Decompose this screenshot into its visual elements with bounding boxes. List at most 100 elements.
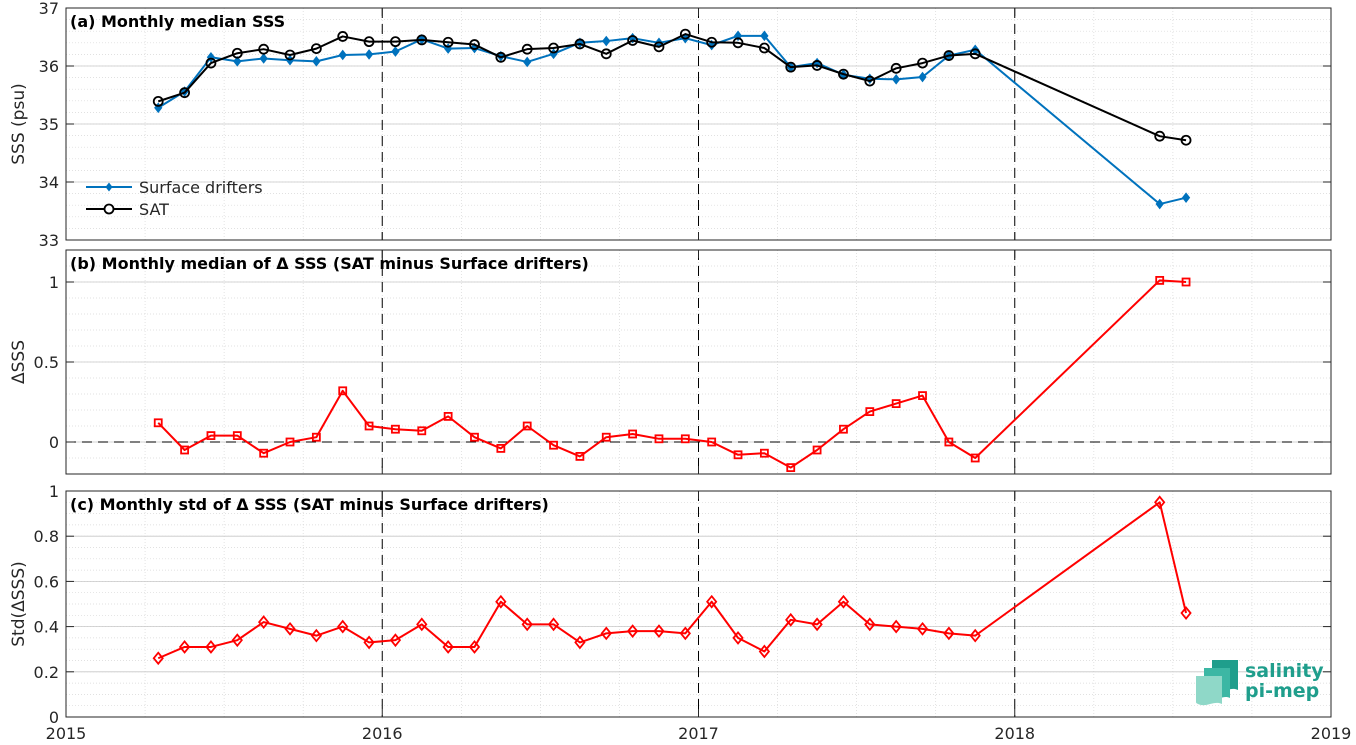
data-point (1155, 198, 1164, 210)
data-point (969, 48, 981, 60)
data-point (811, 60, 823, 71)
data-point (892, 74, 901, 85)
data-point (575, 451, 585, 461)
data-point (442, 36, 454, 48)
y-axis-label: SSS (psu) (9, 83, 29, 164)
data-point (285, 437, 295, 447)
data-point (495, 594, 507, 609)
y-tick-label: 0.5 (34, 353, 59, 372)
data-point (627, 35, 639, 46)
wave-logo-icon (1196, 660, 1238, 706)
data-point (706, 36, 718, 48)
data-point (760, 30, 769, 42)
data-point (759, 448, 769, 458)
series-line (157, 34, 1187, 206)
y-axis-label: Std(ΔSSS) (9, 561, 29, 647)
series-delta-2 (152, 495, 1192, 666)
y-tick-label: 1 (49, 482, 59, 501)
data-point (890, 619, 902, 634)
data-point (337, 31, 349, 42)
x-tick-label: 2015 (46, 724, 87, 743)
data-point (496, 443, 506, 453)
y-tick-label: 0.2 (34, 663, 59, 682)
data-point (707, 437, 717, 447)
data-point (1154, 495, 1166, 510)
panel-a: 33 34 35 36 37 SSS (psu) (a) Monthly median SS… (9, 0, 1332, 250)
series-line (157, 33, 1187, 142)
logo-wave-front (1196, 676, 1222, 706)
data-point (1180, 134, 1192, 146)
data-point (522, 421, 532, 431)
data-point (363, 36, 375, 48)
data-point (812, 445, 822, 455)
data-point (311, 432, 321, 442)
legend-marker (105, 182, 113, 192)
data-point (679, 626, 691, 641)
data-point (547, 617, 560, 632)
data-point (706, 594, 718, 609)
legend: Surface drifters SAT (86, 178, 263, 219)
x-tick-label: 2018 (994, 724, 1035, 743)
y-tick-label: 0.6 (34, 572, 59, 591)
data-point (918, 71, 927, 83)
data-point (1154, 130, 1166, 142)
data-point (654, 434, 664, 444)
data-point (232, 431, 242, 441)
data-point (337, 619, 349, 634)
data-point (284, 621, 296, 636)
logo-text-salinity: salinity (1245, 660, 1324, 682)
data-point (890, 62, 902, 74)
panel-c: 0 0.2 0.4 0.6 0.8 1 Std(ΔSSS) (c) Monthly std o… (9, 482, 1332, 727)
legend-item: Surface drifters (86, 178, 263, 197)
x-tick-label: 2017 (678, 724, 719, 743)
data-point (918, 391, 927, 401)
data-point (417, 426, 427, 436)
data-point (732, 630, 744, 645)
data-point (523, 56, 532, 68)
data-point (837, 594, 850, 609)
y-tick-label: 0 (49, 433, 59, 452)
data-point (469, 39, 480, 50)
data-point (600, 626, 612, 641)
data-point (916, 621, 929, 636)
x-tick-label: 2016 (362, 724, 403, 743)
data-point (864, 75, 876, 87)
data-point (442, 640, 454, 654)
data-point (470, 432, 479, 442)
series-line (157, 279, 1187, 469)
y-tick-label: 35 (39, 115, 59, 134)
data-point (917, 57, 928, 69)
data-point (811, 617, 823, 632)
y-tick-label: 1 (49, 273, 59, 292)
y-axis-label: ΔSSS (9, 340, 29, 384)
data-point (363, 635, 375, 650)
data-point (205, 640, 217, 654)
x-tick-label: 2019 (1311, 724, 1352, 743)
legend-label: SAT (139, 200, 169, 219)
y-tick-label: 0.8 (34, 527, 59, 546)
data-point (680, 434, 690, 444)
series-delta-1 (153, 275, 1191, 473)
data-point (416, 617, 428, 632)
data-point (495, 51, 507, 63)
y-tick-label: 37 (39, 0, 59, 18)
data-point (391, 424, 400, 434)
data-point (679, 28, 691, 40)
legend-marker (103, 203, 115, 215)
data-point (548, 42, 559, 54)
data-point (758, 644, 771, 659)
data-point (233, 56, 242, 67)
data-point (521, 43, 533, 55)
data-point (231, 633, 243, 648)
data-point (785, 61, 797, 73)
y-tick-label: 0 (49, 708, 59, 727)
data-point (180, 445, 189, 455)
data-point (259, 448, 269, 458)
panel-title: (c) Monthly std of Δ SSS (SAT minus Surf… (70, 495, 549, 514)
legend-label: Surface drifters (139, 178, 263, 197)
data-point (944, 437, 954, 447)
data-point (390, 36, 401, 48)
series-line (157, 501, 1188, 660)
data-point (943, 626, 955, 641)
data-point (259, 53, 268, 64)
